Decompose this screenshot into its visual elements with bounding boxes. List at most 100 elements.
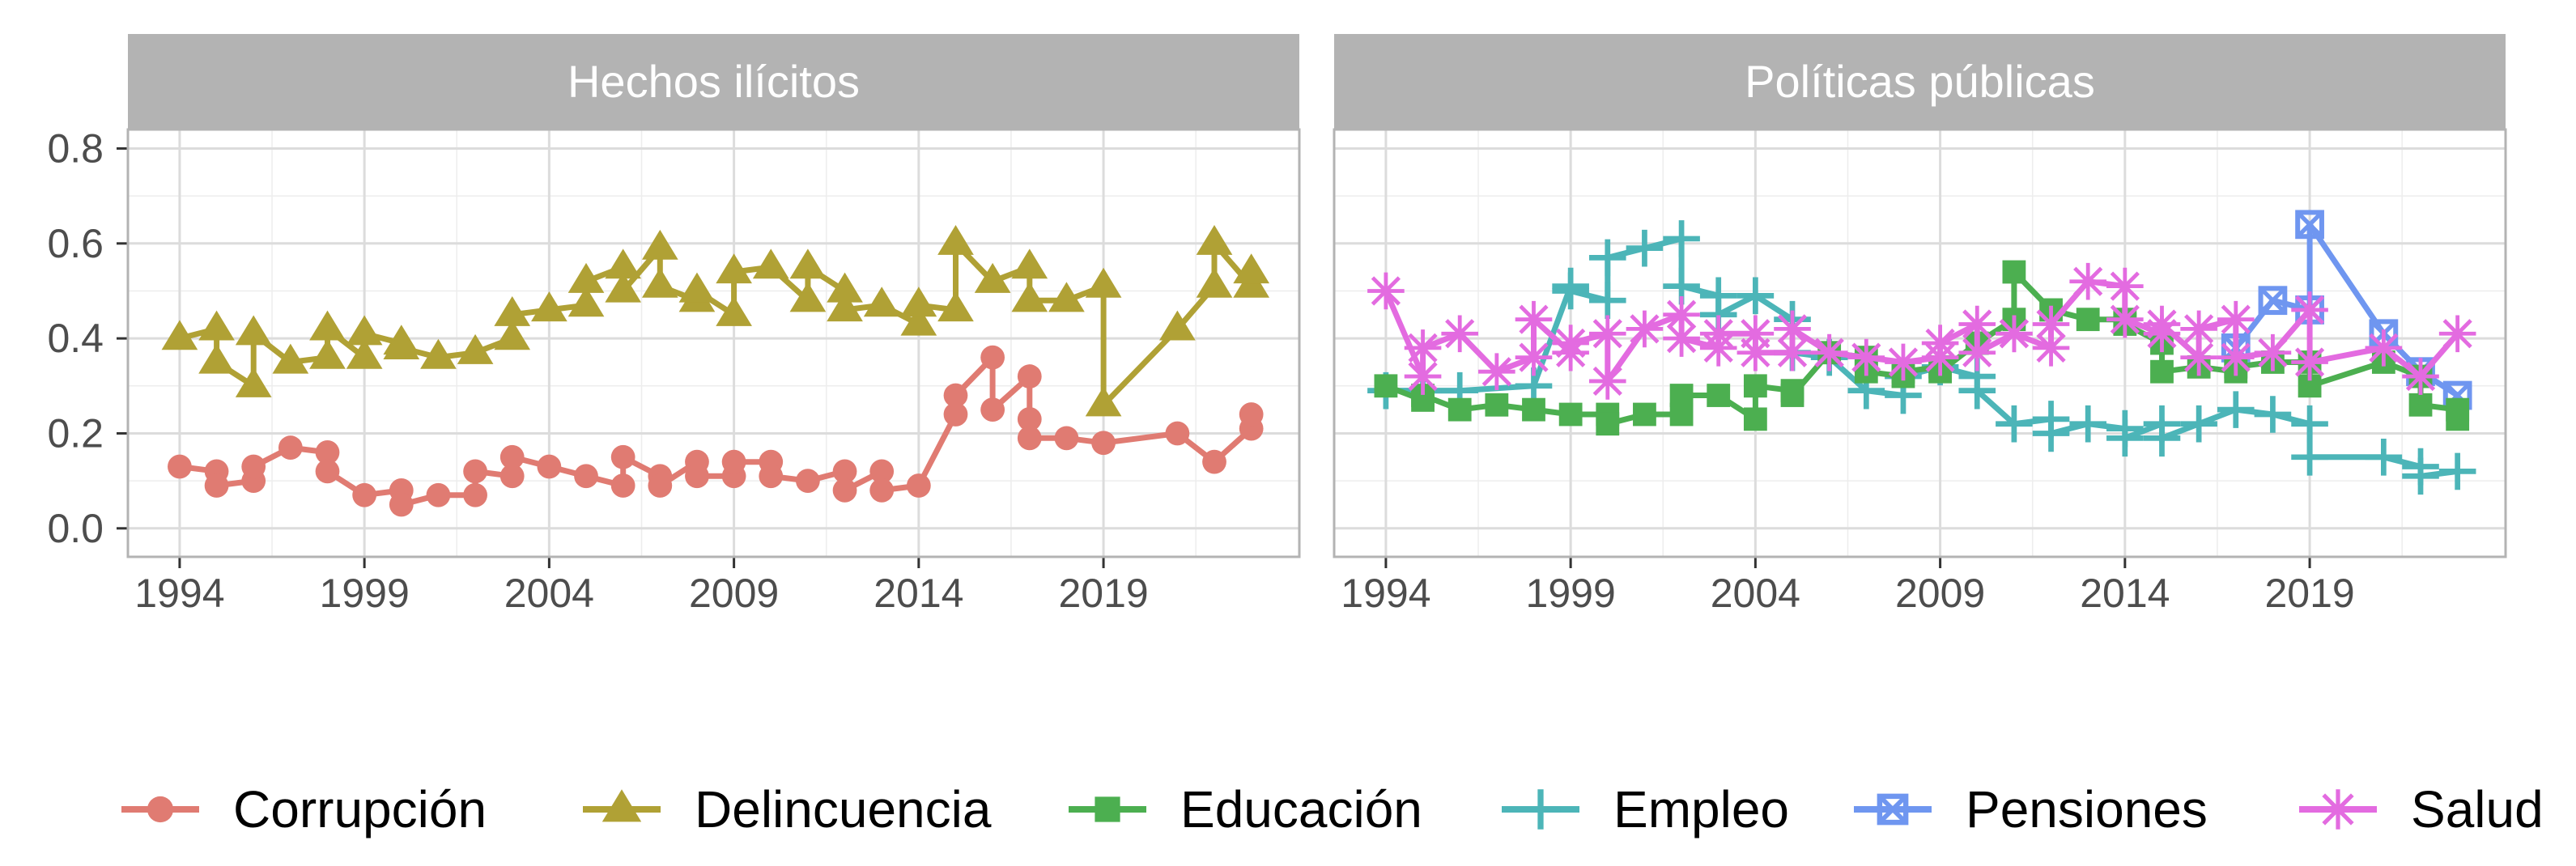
data-point — [2291, 405, 2328, 443]
marker-asterisk — [1996, 315, 2033, 353]
marker-circle — [204, 473, 229, 498]
data-point — [235, 367, 272, 397]
data-point — [974, 262, 1011, 293]
marker-triangle — [198, 343, 235, 374]
data-point — [2032, 414, 2070, 452]
legend-label: Educación — [1180, 780, 1422, 838]
data-point — [1048, 282, 1085, 312]
data-point — [2106, 419, 2144, 457]
marker-plus — [2180, 405, 2217, 443]
legend-label: Salud — [2411, 780, 2544, 838]
data-point — [1233, 253, 1270, 284]
data-point — [272, 343, 309, 374]
marker-asterisk — [1663, 320, 1700, 357]
legend: Corrupción Delincuencia Educación Empleo Pen… — [121, 780, 2544, 838]
marker-square-cross — [2296, 210, 2323, 239]
marker-circle — [537, 454, 562, 479]
marker-asterisk — [1626, 310, 1664, 348]
data-point — [1552, 272, 1589, 310]
data-point — [605, 272, 642, 303]
legend-item-empleo: Empleo — [1502, 780, 1789, 838]
data-point — [2106, 300, 2144, 338]
panel-politicas-publicas: Políticas públicas 1994 1999 2004 2009 2014 20… — [1333, 34, 2507, 616]
marker-triangle — [235, 367, 272, 397]
data-point — [1367, 272, 1405, 310]
marker-triangle — [937, 225, 974, 255]
data-point — [1736, 333, 1775, 371]
marker-triangle — [789, 282, 827, 312]
data-point — [641, 267, 678, 298]
marker-triangle — [1196, 267, 1233, 298]
y-tick-label: 0.4 — [47, 316, 104, 361]
marker-plus — [2254, 396, 2292, 433]
data-point — [827, 272, 863, 303]
data-point — [796, 469, 820, 494]
marker-square-cross — [1877, 794, 1908, 825]
marker-triangle — [937, 291, 974, 322]
y-tick-label: 0.8 — [47, 125, 104, 171]
data-point — [2258, 286, 2288, 316]
data-point — [2408, 393, 2433, 417]
y-axis: 0.0 0.2 0.4 0.6 0.8 — [47, 125, 128, 551]
data-point — [1011, 282, 1048, 312]
marker-square — [1522, 397, 1545, 422]
panel-hechos-ilicitos: Hechos ilícitos 1994 1999 2004 2009 2014 2019 — [126, 34, 1301, 616]
marker-circle — [241, 454, 266, 479]
marker-circle — [499, 444, 525, 469]
data-point — [678, 272, 716, 303]
data-point — [1017, 406, 1042, 431]
x-tick-label: 1994 — [1341, 571, 1430, 616]
data-point — [2069, 262, 2106, 300]
marker-triangle — [383, 329, 420, 360]
data-point — [2254, 333, 2292, 371]
marker-square — [2002, 260, 2026, 284]
data-point — [494, 320, 531, 350]
plot-area — [128, 129, 1299, 557]
data-point — [1085, 386, 1122, 417]
marker-circle — [147, 796, 174, 823]
data-point — [2180, 338, 2217, 376]
marker-asterisk — [2217, 338, 2255, 376]
data-point — [309, 310, 346, 341]
data-point — [1447, 397, 1472, 422]
data-point — [937, 291, 974, 322]
data-point — [426, 482, 451, 507]
marker-triangle — [863, 287, 900, 317]
marker-square — [1743, 407, 1767, 431]
legend-key-marker — [601, 789, 642, 822]
marker-circle — [352, 482, 377, 507]
marker-triangle — [494, 320, 531, 350]
data-point — [721, 449, 746, 474]
marker-triangle — [974, 262, 1011, 293]
marker-plus — [1626, 229, 1664, 267]
marker-asterisk — [2032, 329, 2070, 367]
marker-asterisk — [2402, 358, 2439, 395]
data-point — [605, 248, 642, 279]
marker-triangle — [641, 229, 678, 260]
data-point — [1958, 333, 1996, 371]
marker-circle — [943, 383, 968, 408]
marker-circle — [1165, 421, 1190, 446]
marker-circle — [1091, 431, 1116, 456]
x-tick-label: 2004 — [1711, 571, 1800, 616]
data-point — [2076, 308, 2100, 332]
marker-square — [1374, 374, 1398, 398]
data-point — [198, 343, 235, 374]
data-point — [1159, 310, 1196, 341]
legend-item-educacion: Educación — [1069, 780, 1422, 838]
marker-asterisk — [1404, 358, 1442, 395]
data-point — [1091, 431, 1116, 456]
marker-asterisk — [1736, 315, 1775, 353]
data-point — [759, 464, 784, 489]
marker-asterisk — [1367, 272, 1405, 310]
marker-triangle — [272, 343, 309, 374]
marker-asterisk — [2032, 305, 2070, 343]
data-point — [789, 282, 827, 312]
marker-square — [2150, 359, 2174, 384]
data-point — [900, 287, 937, 317]
data-point — [869, 478, 895, 503]
marker-triangle — [1085, 267, 1122, 298]
data-point — [1669, 384, 1694, 407]
data-point — [1485, 393, 1509, 417]
marker-circle — [906, 473, 931, 498]
